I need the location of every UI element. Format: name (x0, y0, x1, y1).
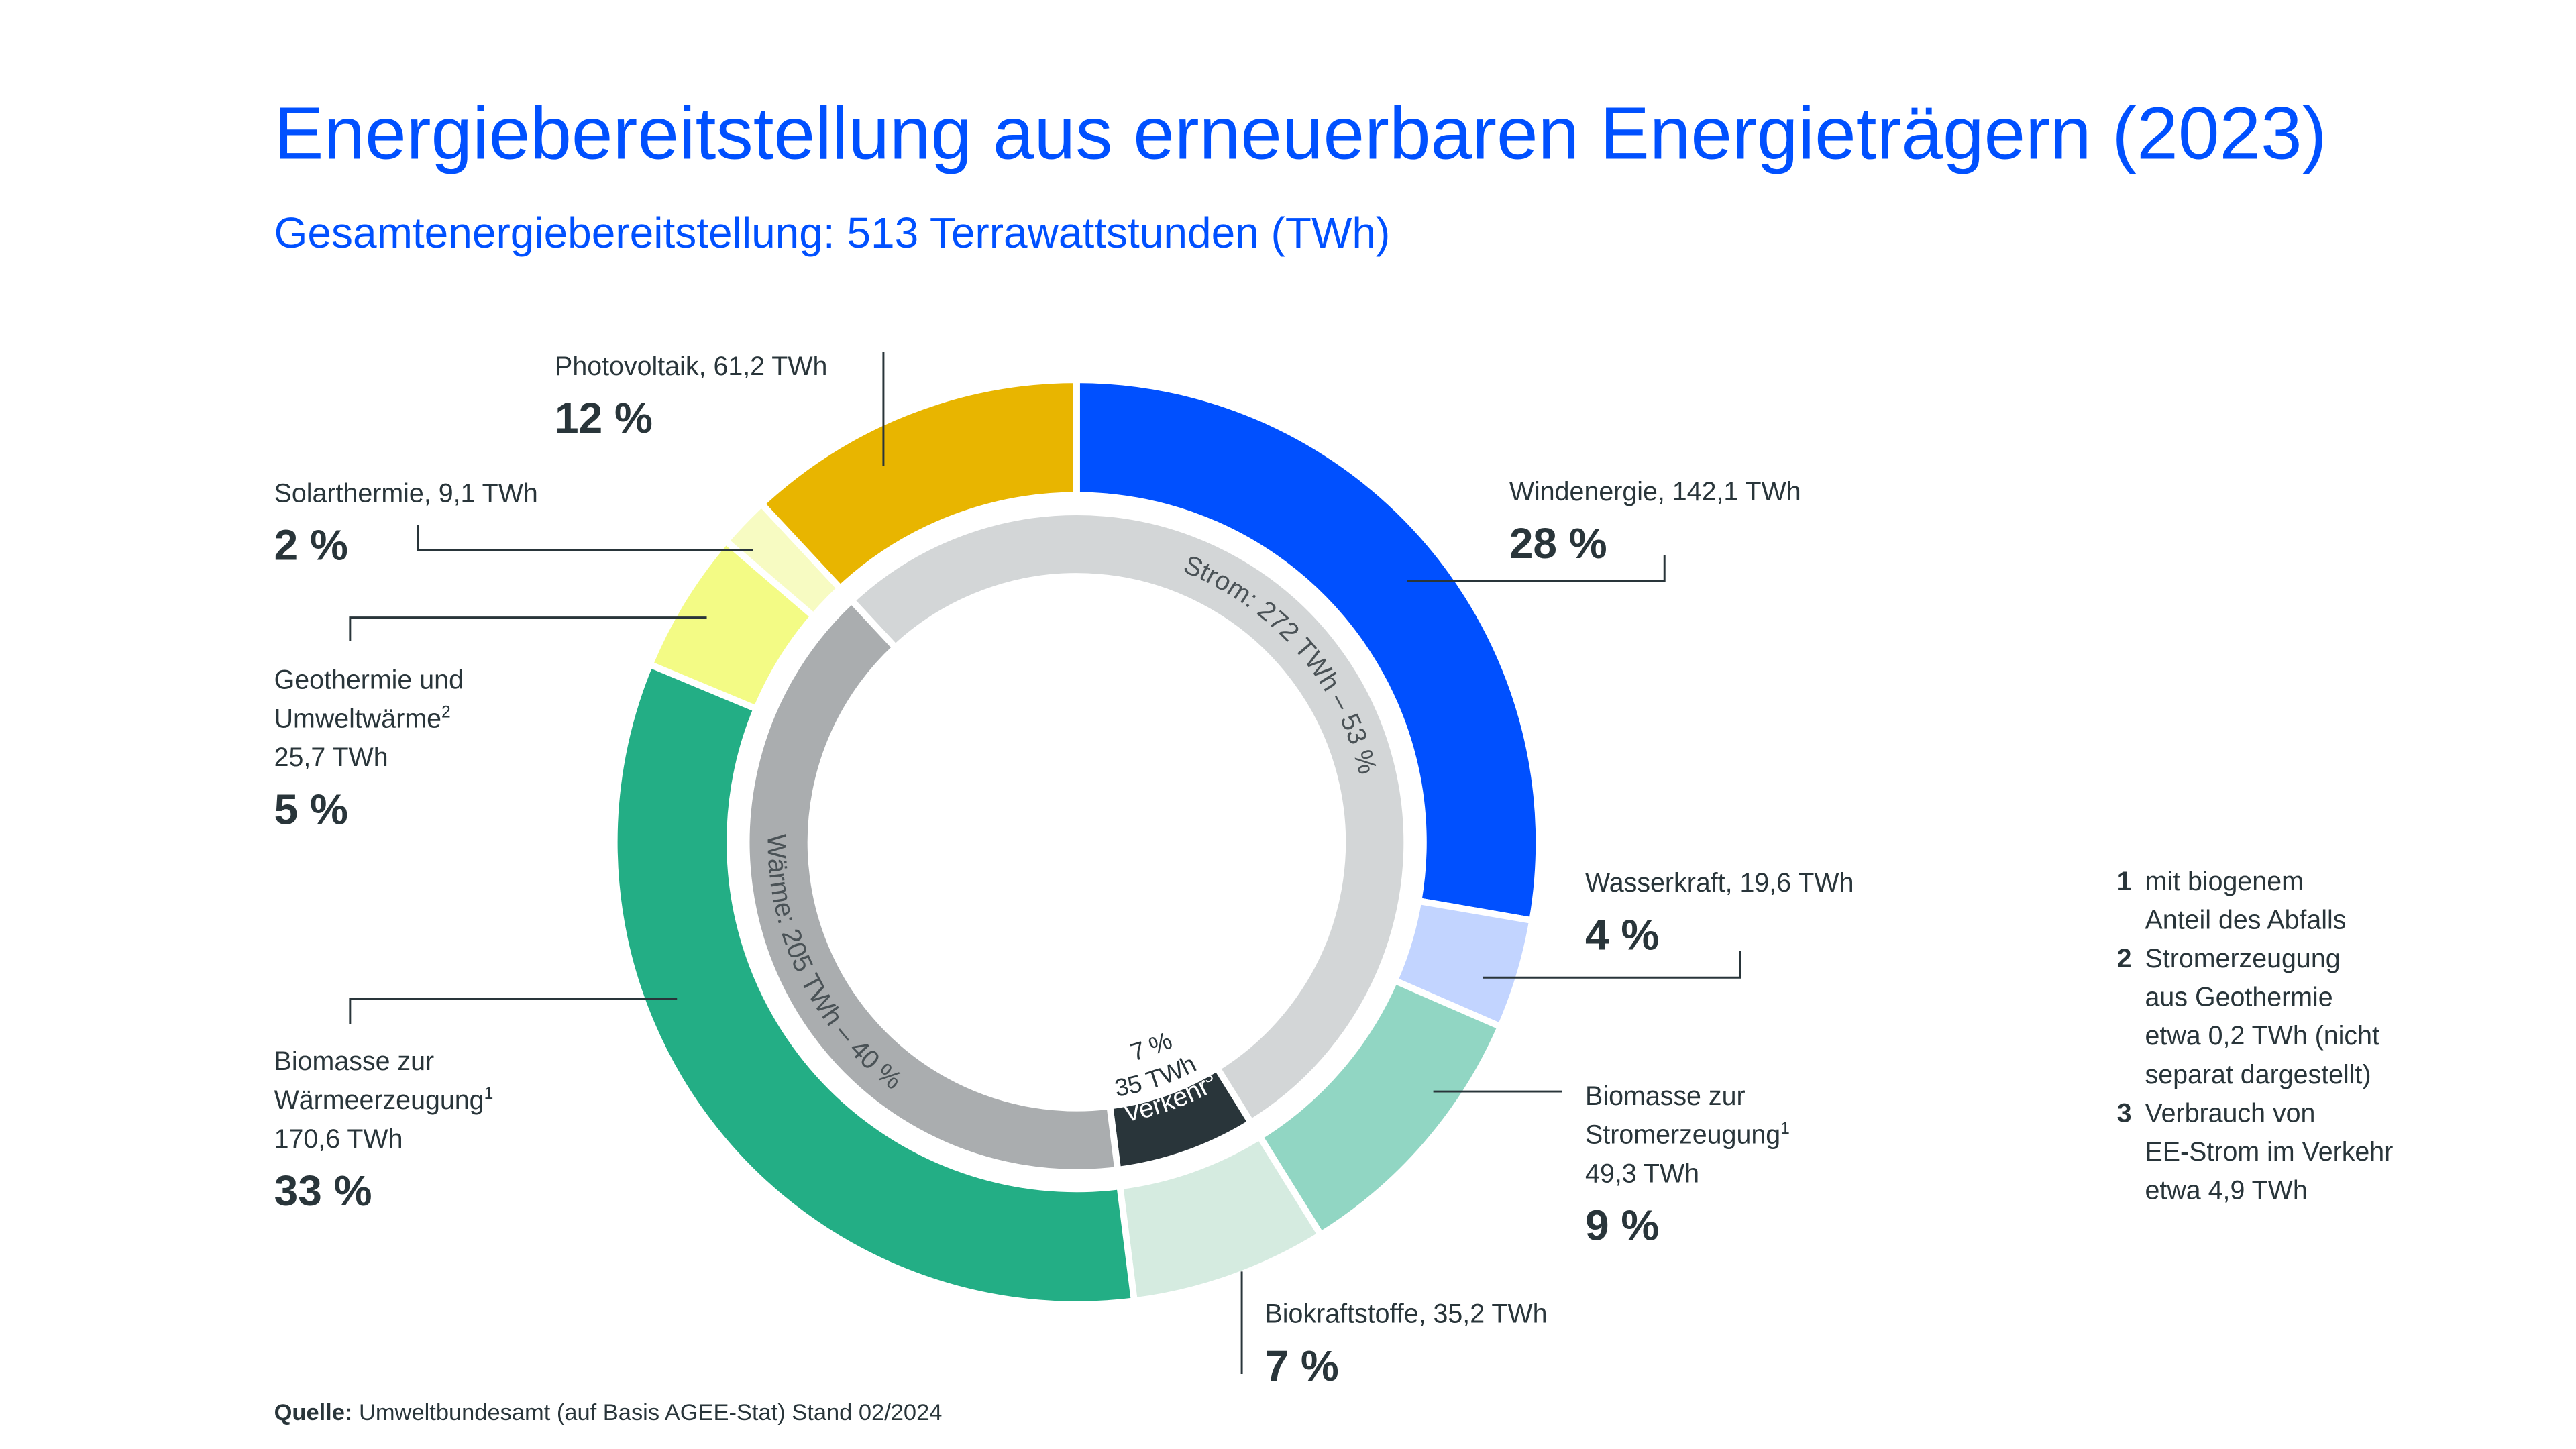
segment-label: Umweltwärme2 (274, 704, 451, 734)
segment-label-text: Photovoltaik, 61,2 TWh (555, 352, 827, 381)
segment-label-text: 25,7 TWh (274, 743, 388, 772)
footnote-ref: 2 (441, 704, 451, 722)
leader-line (417, 525, 753, 551)
segment-label: Biokraftstoffe, 35,2 TWh (1265, 1299, 1548, 1329)
footnote-ref: 1 (1780, 1120, 1790, 1138)
source-label: Quelle: (274, 1400, 353, 1426)
segment-label-text: Biomasse zur (1585, 1081, 1746, 1111)
segment-label: Biomasse zur (274, 1046, 435, 1076)
footnote-number: 3 (2117, 1098, 2132, 1128)
segment-percent: 28 % (1509, 519, 1607, 568)
segment-label-text: Geothermie und (274, 665, 464, 694)
segment-label: Wasserkraft, 19,6 TWh (1585, 868, 1854, 898)
leader-line (349, 998, 678, 1024)
leader-line (1407, 555, 1666, 582)
segment-label: Geothermie und (274, 665, 464, 694)
segment-percent: 9 % (1585, 1201, 1659, 1250)
source-text: Umweltbundesamt (auf Basis AGEE-Stat) St… (352, 1400, 942, 1426)
footnote-text: Stromerzeugung (2145, 944, 2341, 973)
footnote-text: Anteil des Abfalls (2145, 905, 2347, 934)
leader-line (349, 616, 707, 641)
outer-ring (610, 376, 1543, 1308)
segment-label: Solarthermie, 9,1 TWh (274, 478, 538, 508)
inner-ring: Strom: 272 TWh – 53 %Wärme: 205 TWh – 40… (743, 508, 1411, 1176)
outer-segment-7 (757, 376, 1080, 594)
segment-label: 170,6 TWh (274, 1124, 403, 1154)
segment-percent: 12 % (555, 394, 653, 442)
segment-label: Biomasse zur (1585, 1081, 1746, 1111)
segment-label-text: Solarthermie, 9,1 TWh (274, 478, 538, 508)
segment-label: 25,7 TWh (274, 743, 388, 772)
footnote-text: mit biogenem (2145, 867, 2304, 896)
segment-labels: Windenergie, 142,1 TWh 28 % Wasserkraft, 1… (274, 352, 1854, 1390)
segment-label-text: Biomasse zur (274, 1046, 435, 1076)
segment-label-text: 170,6 TWh (274, 1124, 403, 1154)
outer-segment-0 (1073, 376, 1543, 924)
segment-label-text: Wärmeerzeugung (274, 1085, 484, 1115)
footnote-text: EE-Strom im Verkehr (2145, 1137, 2394, 1167)
inner-segment-strom (847, 508, 1411, 1128)
segment-percent: 33 % (274, 1167, 372, 1215)
segment-label-text: Windenergie, 142,1 TWh (1509, 477, 1801, 506)
footnote-number: 2 (2117, 944, 2132, 973)
footnote-text: aus Geothermie (2145, 983, 2333, 1012)
chart-subtitle: Gesamtenergiebereitstellung: 513 Terrawa… (274, 209, 1391, 257)
segment-label: 49,3 TWh (1585, 1159, 1699, 1188)
segment-label: Wärmeerzeugung1 (274, 1085, 494, 1115)
segment-label-text: Stromerzeugung (1585, 1120, 1780, 1150)
segment-percent: 7 % (1265, 1342, 1339, 1390)
segment-percent: 5 % (274, 785, 348, 833)
footnotes: 1 mit biogenem Anteil des Abfalls 2 Stromerz… (2117, 867, 2394, 1205)
segment-percent: 4 % (1585, 910, 1659, 959)
leader-line (1483, 951, 1741, 979)
footnote-text: Verbrauch von (2145, 1098, 2316, 1128)
segment-label-text: Biokraftstoffe, 35,2 TWh (1265, 1299, 1548, 1329)
footnote-text: etwa 4,9 TWh (2145, 1176, 2308, 1205)
footnote-number: 1 (2117, 867, 2132, 896)
footnote-text: etwa 0,2 TWh (nicht (2145, 1021, 2379, 1051)
footnote-ref: 1 (484, 1085, 494, 1103)
chart-title: Energiebereitstellung aus erneuerbaren E… (274, 92, 2327, 174)
segment-label: Windenergie, 142,1 TWh (1509, 477, 1801, 506)
segment-label-text: Umweltwärme (274, 704, 441, 733)
segment-label-text: Wasserkraft, 19,6 TWh (1585, 868, 1854, 898)
outer-segment-4 (610, 660, 1138, 1308)
footnote-text: separat dargestellt) (2145, 1060, 2371, 1089)
segment-percent: 2 % (274, 521, 348, 569)
segment-label-text: 49,3 TWh (1585, 1159, 1699, 1188)
segment-label: Stromerzeugung1 (1585, 1120, 1790, 1150)
source-note: Quelle: Umweltbundesamt (auf Basis AGEE-… (274, 1400, 943, 1426)
inner-segment-waerme (743, 596, 1122, 1176)
segment-label: Photovoltaik, 61,2 TWh (555, 352, 827, 381)
